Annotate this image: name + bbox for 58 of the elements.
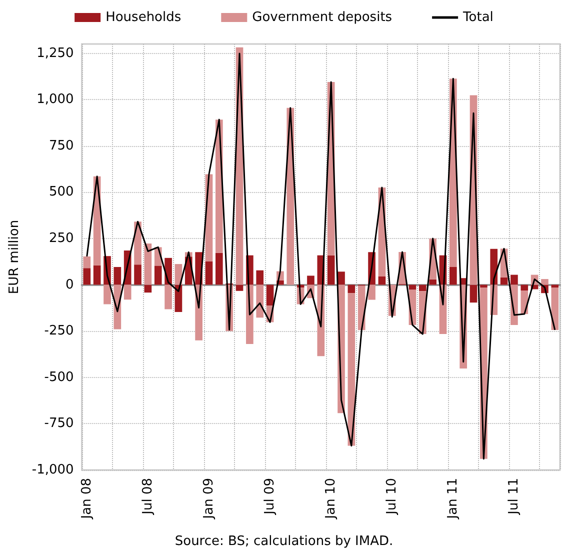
bar [83, 256, 91, 268]
bar [144, 243, 152, 285]
bar [164, 284, 172, 310]
bar [368, 284, 376, 300]
y-axis-title: EUR million [7, 220, 22, 294]
bar [216, 252, 223, 285]
bar [266, 284, 274, 306]
x-tick-label: Jul 11 [506, 478, 522, 516]
legend-label: Total [462, 10, 494, 25]
bar [429, 279, 436, 285]
bar [124, 284, 132, 300]
bar [418, 284, 426, 292]
bar [134, 264, 142, 285]
y-tick-label: -500 [44, 370, 74, 385]
y-tick-label: -1,000 [32, 462, 74, 478]
y-tick-label: 250 [48, 230, 74, 246]
bar [256, 270, 264, 285]
y-tick-label: -250 [44, 324, 74, 339]
source-note: Source: BS; calculations by IMAD. [174, 534, 394, 549]
bar [510, 274, 518, 285]
bar [480, 284, 488, 288]
bar [144, 284, 152, 293]
bar [541, 279, 548, 285]
bar [450, 267, 457, 285]
bar [348, 284, 356, 294]
bar [408, 284, 416, 290]
x-tick-label: Jul 09 [262, 478, 278, 516]
y-tick-label: 750 [48, 138, 74, 154]
x-tick-label: Jul 08 [140, 478, 156, 516]
legend-label: Government deposits [252, 10, 392, 25]
x-tick-label: Jan 10 [324, 478, 339, 520]
bar [114, 267, 122, 285]
bar [236, 284, 244, 291]
bar [490, 248, 498, 285]
bar [205, 261, 213, 285]
y-tick-label: 1,000 [36, 92, 74, 108]
bar [307, 276, 314, 285]
bar [378, 276, 386, 285]
bar [338, 272, 345, 285]
legend-label: Households [106, 10, 182, 25]
bar [154, 266, 162, 285]
bar [327, 255, 335, 285]
y-tick-label: 0 [66, 277, 74, 292]
x-tick-label: Jan 09 [201, 478, 216, 520]
bar [104, 284, 111, 304]
y-tick-label: -750 [44, 416, 74, 432]
bar [500, 277, 508, 285]
x-tick-label: Jan 08 [79, 478, 94, 520]
y-tick-label: 1,250 [36, 46, 74, 61]
bar [83, 268, 91, 285]
bar [470, 284, 478, 303]
x-tick-label: Jul 10 [384, 478, 400, 516]
line-series [86, 52, 556, 460]
bar [520, 284, 528, 291]
y-tick-label: 500 [48, 184, 74, 200]
x-tick-label: Jan 11 [446, 478, 461, 520]
bar [93, 265, 101, 285]
bar [256, 284, 264, 318]
